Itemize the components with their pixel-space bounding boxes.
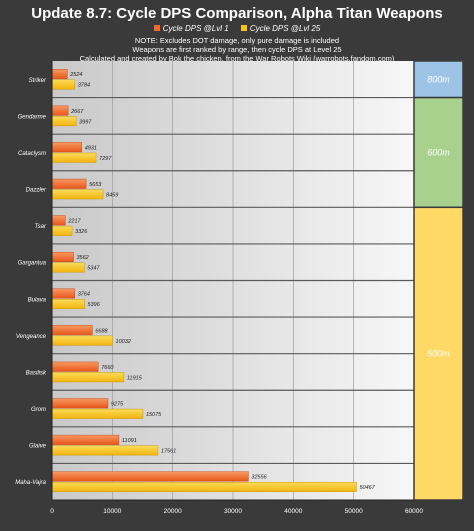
data-label: 11915 (127, 375, 143, 381)
data-label: 2524 (69, 72, 82, 78)
data-label: 7297 (99, 156, 112, 162)
bar (51, 251, 74, 262)
bar (51, 189, 104, 200)
x-tick-label: 10000 (103, 508, 121, 515)
bar (51, 178, 87, 189)
data-label: 10032 (116, 339, 131, 345)
bar (51, 69, 68, 80)
x-tick-label: 50000 (345, 508, 363, 515)
category-label: Maha-Vajra (15, 480, 46, 486)
data-label: 6688 (95, 328, 108, 334)
category-label: Tsar (35, 224, 47, 230)
data-label: 3326 (75, 229, 88, 235)
bar (51, 481, 357, 492)
data-label: 2217 (67, 219, 81, 225)
data-label: 50467 (359, 485, 375, 491)
legend-label-lvl1: Cycle DPS @Lvl 1 (162, 24, 229, 33)
bar (51, 215, 66, 226)
bar (51, 116, 77, 127)
x-tick-label: 40000 (284, 508, 302, 515)
bar (51, 262, 85, 273)
data-label: 3562 (76, 255, 88, 261)
data-label: 9275 (111, 401, 124, 407)
category-label: Striker (29, 78, 47, 84)
data-label: 17561 (161, 449, 176, 455)
range-band (413, 60, 464, 99)
bar (51, 152, 97, 163)
bar (51, 361, 99, 372)
category-label: Vengeance (16, 334, 47, 340)
data-label: 5653 (89, 182, 102, 188)
category-label: Gargantua (18, 261, 47, 267)
bar (51, 325, 93, 336)
bar (51, 434, 120, 445)
data-label: 7660 (101, 365, 114, 371)
bar (51, 142, 83, 153)
category-label: Grom (31, 407, 46, 413)
chart-legend: Cycle DPS @Lvl 1 Cycle DPS @Lvl 25 (0, 23, 474, 35)
data-label: 3764 (78, 292, 90, 298)
x-tick-label: 20000 (164, 508, 182, 515)
legend-item-lvl25: Cycle DPS @Lvl 25 (240, 23, 321, 35)
bar (51, 225, 73, 236)
data-label: 8459 (106, 192, 118, 198)
data-label: 11091 (122, 438, 137, 444)
x-tick-label: 30000 (224, 508, 242, 515)
data-label: 3997 (79, 119, 92, 125)
x-tick-label: 60000 (405, 508, 423, 515)
data-label: 32556 (251, 475, 267, 481)
category-label: Bulava (28, 297, 47, 303)
legend-swatch-lvl25 (240, 25, 247, 31)
range-band-label: 800m (427, 74, 450, 84)
bar (51, 471, 249, 482)
bar (51, 398, 109, 409)
chart-note-3: Calculated and created by Bok the chicke… (79, 54, 395, 63)
chart-note-1: NOTE: Excludes DOT damage, only pure dam… (134, 36, 340, 45)
range-band-label: 600m (427, 147, 450, 157)
bar (51, 408, 144, 419)
bar (51, 299, 85, 310)
category-label: Gendarme (18, 114, 47, 120)
category-label: Glaive (29, 444, 47, 450)
range-band (413, 206, 464, 501)
data-label: 3784 (78, 83, 90, 89)
x-tick-label: 0 (50, 508, 54, 515)
bar (51, 79, 76, 90)
data-label: 2667 (70, 109, 84, 115)
chart-title: Update 8.7: Cycle DPS Comparison, Alpha … (31, 5, 443, 22)
data-label: 5396 (88, 302, 101, 308)
bar (51, 105, 69, 116)
category-label: Cataclysm (18, 151, 46, 157)
category-label: Basilisk (26, 370, 47, 376)
legend-swatch-lvl1 (153, 25, 160, 31)
bar (51, 372, 125, 383)
data-label: 4931 (85, 145, 97, 151)
data-label: 5347 (87, 266, 100, 272)
legend-label-lvl25: Cycle DPS @Lvl 25 (249, 24, 321, 33)
range-band-label: 500m (427, 349, 450, 359)
legend-item-lvl1: Cycle DPS @Lvl 1 (153, 23, 229, 35)
category-label: Dazzler (26, 188, 47, 194)
bar (51, 288, 75, 299)
chart-note-2: Weapons are first ranked by range, then … (132, 45, 342, 54)
bar (51, 445, 159, 456)
data-label: 15075 (146, 412, 162, 418)
bar (51, 335, 113, 346)
